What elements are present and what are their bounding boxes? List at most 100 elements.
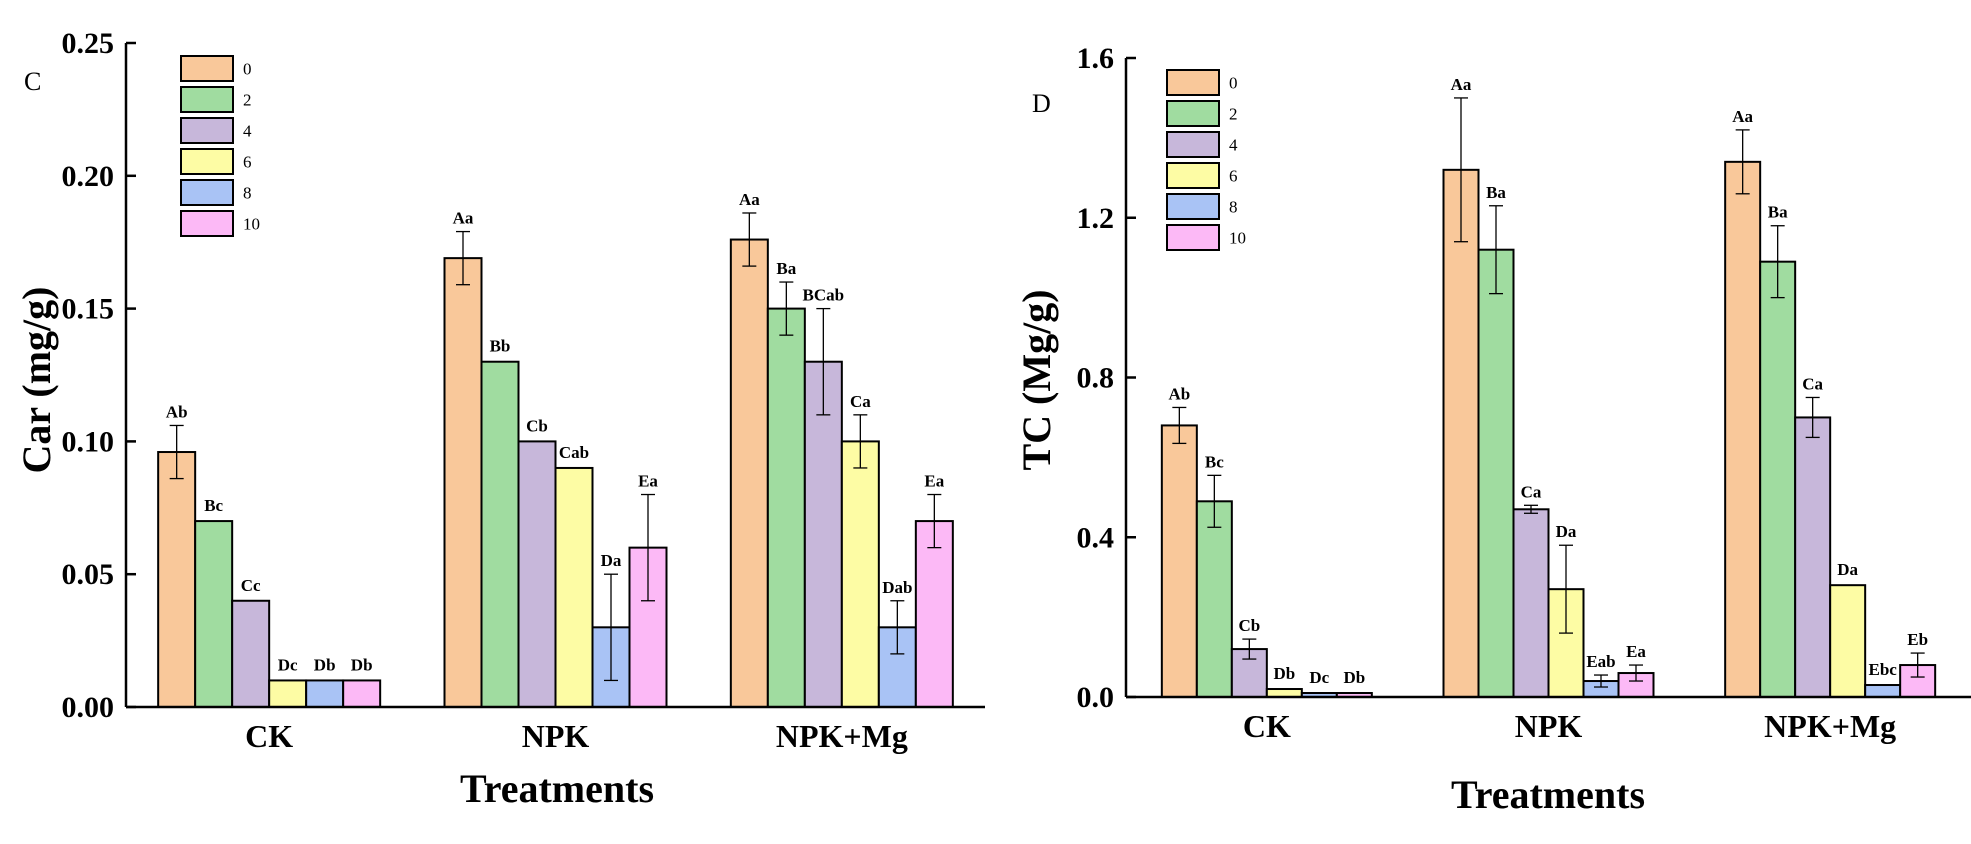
- bar: [1477, 248, 1515, 698]
- bar-significance-label: Ba: [1768, 203, 1788, 222]
- x-axis-title-c: Treatments: [460, 766, 654, 811]
- x-category-label: NPK+Mg: [776, 718, 908, 754]
- legend-label: 6: [243, 153, 252, 172]
- plot-area-d: 0.0 0.4 0.8 1.2 1.6 Ab Bc Cb Db Dc Db CK Aa Ba Ca Da Eab…: [1077, 42, 1971, 744]
- bar-significance-label: Db: [314, 655, 336, 674]
- bar-significance-label: Ebc: [1868, 660, 1897, 679]
- bar-significance-label: Bc: [1205, 452, 1224, 471]
- legend-label: 10: [243, 215, 260, 234]
- legend-swatch: [1166, 131, 1220, 158]
- bar-significance-label: Db: [1343, 668, 1365, 687]
- bar: [305, 679, 345, 709]
- bar: [1794, 416, 1832, 698]
- y-axis-title-d: TC (Mg/g): [1014, 289, 1059, 470]
- bar-significance-label: Db: [1273, 664, 1295, 683]
- y-tick-label: 0.00: [62, 691, 115, 724]
- y-tick-label: 0.4: [1077, 521, 1115, 554]
- bar: [1512, 508, 1550, 699]
- legend-swatch: [180, 148, 234, 175]
- bar: [443, 257, 483, 708]
- legend-swatch: [1166, 193, 1220, 220]
- bar: [840, 440, 880, 708]
- bar-significance-label: Ca: [1521, 482, 1542, 501]
- bar-significance-label: Aa: [453, 209, 474, 228]
- bar: [1759, 260, 1797, 698]
- x-category-label: NPK: [1515, 708, 1583, 744]
- bar-significance-label: Ea: [924, 472, 944, 491]
- bar-significance-label: Cc: [241, 576, 261, 595]
- bar-significance-label: Da: [1556, 522, 1577, 541]
- y-tick-label: 1.6: [1077, 42, 1115, 75]
- y-tick-label: 0.25: [62, 27, 115, 60]
- y-tick-label: 0.8: [1077, 362, 1115, 395]
- bar-significance-label: Da: [601, 551, 622, 570]
- plot-area-c: 0.00 0.05 0.10 0.15 0.20 0.25 Ab Bc Cc Dc Db Db CK Aa…: [62, 27, 985, 754]
- legend-label: 8: [243, 184, 252, 203]
- bar-significance-label: Ba: [776, 259, 796, 278]
- x-category-label: CK: [245, 718, 293, 754]
- bar-significance-label: BCab: [803, 286, 845, 305]
- legend-label: 0: [243, 60, 252, 79]
- bar: [1442, 168, 1480, 698]
- legend-label: 2: [1229, 105, 1238, 124]
- bar: [157, 451, 197, 708]
- bar: [342, 679, 382, 709]
- bar: [517, 440, 557, 708]
- bar-significance-label: Ca: [850, 392, 871, 411]
- bar-significance-label: Ab: [1168, 384, 1190, 403]
- legend-swatch: [1166, 100, 1220, 127]
- x-axis-title-d: Treatments: [1451, 772, 1645, 817]
- y-tick-label: 0.10: [62, 425, 115, 458]
- y-tick-label: 0.0: [1077, 681, 1115, 714]
- bar: [766, 307, 806, 708]
- legend-swatch: [180, 86, 234, 113]
- bar-significance-label: Eab: [1586, 652, 1615, 671]
- x-category-label: CK: [1243, 708, 1291, 744]
- bar-significance-label: Da: [1837, 560, 1858, 579]
- bar-significance-label: Dab: [882, 578, 912, 597]
- bar-significance-label: Ea: [1626, 642, 1646, 661]
- bar-significance-label: Bb: [490, 337, 511, 356]
- legend-label: 2: [243, 91, 252, 110]
- bar: [231, 599, 271, 709]
- bar-significance-label: Bc: [204, 496, 223, 515]
- bar-significance-label: Ba: [1486, 183, 1506, 202]
- bar: [729, 238, 769, 708]
- bar: [1195, 500, 1233, 698]
- y-tick-label: 0.15: [62, 293, 115, 326]
- legend-label: 0: [1229, 74, 1238, 93]
- y-axis-title-c: Car (mg/g): [14, 287, 59, 474]
- legend-label: 8: [1229, 198, 1238, 217]
- legend-label: 10: [1229, 229, 1246, 248]
- bar-significance-label: Dc: [1309, 668, 1329, 687]
- legend-swatch: [1166, 69, 1220, 96]
- bar-significance-label: Db: [351, 655, 373, 674]
- bar-significance-label: Cab: [559, 443, 589, 462]
- bar: [1724, 160, 1762, 698]
- chart-panel-c: 0.00 0.05 0.10 0.15 0.20 0.25 Ab Bc Cc Dc Db Db CK Aa…: [14, 27, 985, 811]
- bar-significance-label: Cb: [526, 416, 548, 435]
- bar: [1829, 584, 1867, 698]
- bar: [268, 679, 308, 709]
- bar: [480, 360, 520, 708]
- legend-label: 4: [1229, 136, 1238, 155]
- bar-significance-label: Aa: [739, 190, 760, 209]
- bar: [1864, 684, 1902, 698]
- panel-label-c: C: [24, 67, 41, 96]
- legend-swatch: [180, 210, 234, 237]
- bar-significance-label: Aa: [1451, 75, 1472, 94]
- panel-label-d: D: [1032, 89, 1051, 118]
- bar-significance-label: Cb: [1238, 616, 1260, 635]
- bar-significance-label: Aa: [1732, 107, 1753, 126]
- legend-swatch: [180, 179, 234, 206]
- bar-significance-label: Ea: [638, 472, 658, 491]
- legend-swatch: [180, 55, 234, 82]
- legend-swatch: [1166, 224, 1220, 251]
- legend-swatch: [1166, 162, 1220, 189]
- bar-significance-label: Dc: [278, 655, 298, 674]
- y-tick-label: 1.2: [1077, 202, 1115, 235]
- y-tick-label: 0.20: [62, 160, 115, 193]
- x-category-label: NPK: [522, 718, 590, 754]
- bar-significance-label: Ab: [166, 402, 188, 421]
- y-tick-label: 0.05: [62, 558, 115, 591]
